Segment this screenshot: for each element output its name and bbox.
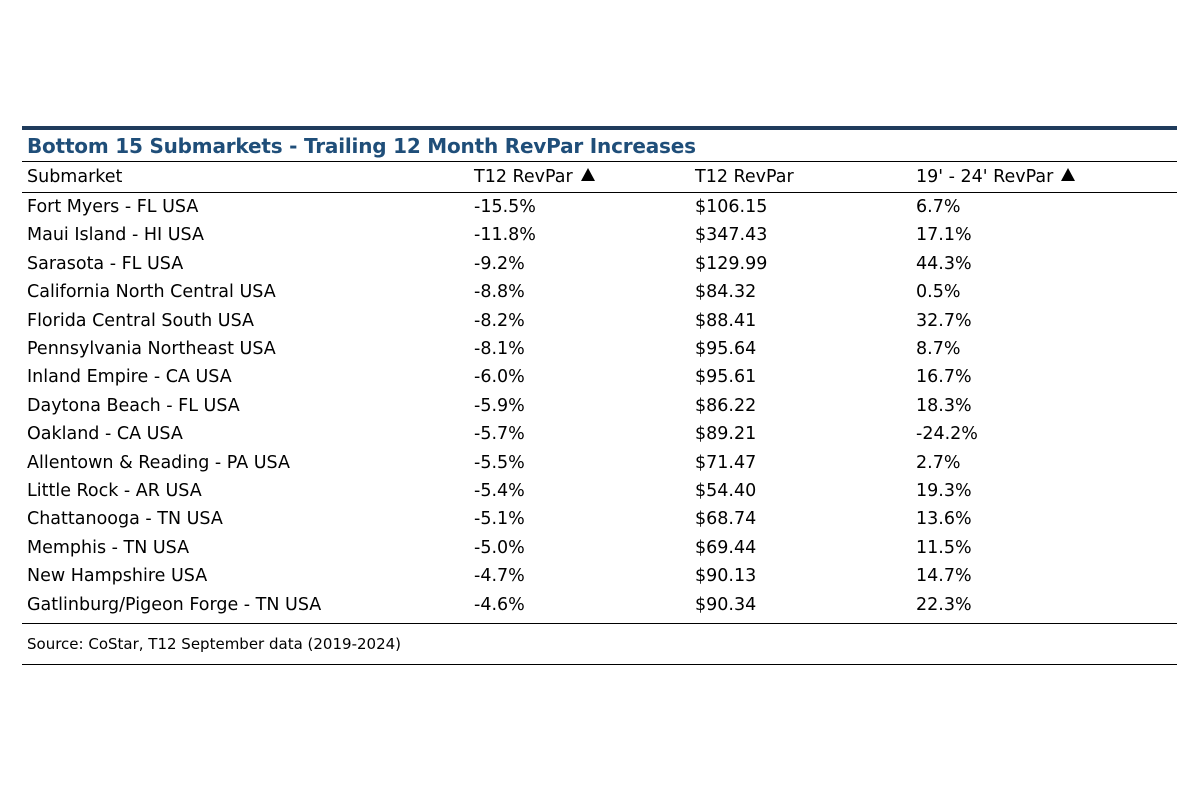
triangle-up-icon[interactable] bbox=[580, 168, 595, 181]
submarket-cell: Chattanooga - TN USA bbox=[27, 509, 223, 530]
submarket-cell: Pennsylvania Northeast USA bbox=[27, 339, 276, 360]
t12-revpar-change-cell: -6.0% bbox=[474, 367, 525, 388]
revpar-19-24-cell: 32.7% bbox=[916, 310, 972, 331]
t12-revpar-change-cell: -5.7% bbox=[474, 424, 525, 445]
table-row: Memphis - TN USA -5.0% $69.44 11.5% bbox=[22, 534, 1177, 562]
header-label: T12 RevPar bbox=[695, 167, 794, 187]
submarket-cell: Daytona Beach - FL USA bbox=[27, 395, 240, 416]
table-row: Maui Island - HI USA -11.8% $347.43 17.1% bbox=[22, 221, 1177, 249]
t12-revpar-cell: $69.44 bbox=[695, 537, 757, 558]
header-label: 19' - 24' RevPar bbox=[916, 167, 1054, 187]
t12-revpar-change-cell: -15.5% bbox=[474, 197, 536, 217]
table-row: Pennsylvania Northeast USA -8.1% $95.64 8.7… bbox=[22, 335, 1177, 363]
table-title: Bottom 15 Submarkets - Trailing 12 Month… bbox=[22, 130, 1177, 162]
t12-revpar-change-cell: -8.8% bbox=[474, 282, 525, 303]
t12-revpar-cell: $68.74 bbox=[695, 509, 757, 530]
t12-revpar-cell: $129.99 bbox=[695, 253, 768, 274]
header-t12-revpar: T12 RevPar bbox=[695, 162, 916, 193]
table-row: Allentown & Reading - PA USA -5.5% $71.47 2… bbox=[22, 449, 1177, 477]
t12-revpar-cell: $86.22 bbox=[695, 395, 757, 416]
t12-revpar-change-cell: -8.2% bbox=[474, 310, 525, 331]
table-row: Little Rock - AR USA -5.4% $54.40 19.3% bbox=[22, 477, 1177, 505]
revpar-19-24-cell: 11.5% bbox=[916, 537, 972, 558]
revpar-19-24-cell: -24.2% bbox=[916, 424, 978, 445]
t12-revpar-change-cell: -5.4% bbox=[474, 481, 525, 502]
table-bottom-rule bbox=[22, 623, 1177, 625]
revpar-table-panel: Bottom 15 Submarkets - Trailing 12 Month… bbox=[22, 126, 1177, 666]
header-row: Submarket T12 RevPar T12 RevPar 19' - 24' R… bbox=[22, 162, 1177, 193]
submarket-cell: New Hampshire USA bbox=[27, 566, 208, 587]
revpar-19-24-cell: 22.3% bbox=[916, 594, 972, 615]
submarket-cell: Oakland - CA USA bbox=[27, 424, 183, 445]
t12-revpar-change-cell: -9.2% bbox=[474, 253, 525, 274]
submarket-cell: Florida Central South USA bbox=[27, 310, 255, 331]
t12-revpar-cell: $84.32 bbox=[695, 282, 757, 303]
revpar-table: Submarket T12 RevPar T12 RevPar 19' - 24' R… bbox=[22, 162, 1177, 619]
revpar-19-24-cell: 0.5% bbox=[916, 282, 961, 303]
submarket-cell: Memphis - TN USA bbox=[27, 537, 190, 558]
revpar-19-24-cell: 19.3% bbox=[916, 481, 972, 502]
t12-revpar-change-cell: -11.8% bbox=[474, 225, 536, 246]
t12-revpar-cell: $347.43 bbox=[695, 225, 768, 246]
t12-revpar-cell: $90.13 bbox=[695, 566, 757, 587]
revpar-19-24-cell: 2.7% bbox=[916, 452, 961, 473]
table-row: Sarasota - FL USA -9.2% $129.99 44.3% bbox=[22, 250, 1177, 278]
top-rule bbox=[22, 126, 1177, 130]
t12-revpar-change-cell: -5.9% bbox=[474, 395, 525, 416]
revpar-19-24-cell: 8.7% bbox=[916, 339, 961, 360]
t12-revpar-cell: $89.21 bbox=[695, 424, 757, 445]
table-row: New Hampshire USA -4.7% $90.13 14.7% bbox=[22, 562, 1177, 590]
revpar-19-24-cell: 17.1% bbox=[916, 225, 972, 246]
submarket-cell: Allentown & Reading - PA USA bbox=[27, 452, 290, 473]
submarket-cell: California North Central USA bbox=[27, 282, 276, 303]
submarket-cell: Maui Island - HI USA bbox=[27, 225, 204, 246]
t12-revpar-cell: $90.34 bbox=[695, 594, 757, 615]
triangle-up-icon[interactable] bbox=[1061, 168, 1076, 181]
t12-revpar-cell: $54.40 bbox=[695, 481, 757, 502]
t12-revpar-change-cell: -4.6% bbox=[474, 594, 525, 615]
header-label: Submarket bbox=[27, 167, 123, 187]
submarket-cell: Little Rock - AR USA bbox=[27, 481, 202, 502]
t12-revpar-change-cell: -5.5% bbox=[474, 452, 525, 473]
header-submarket: Submarket bbox=[22, 162, 474, 193]
t12-revpar-cell: $88.41 bbox=[695, 310, 757, 331]
revpar-19-24-cell: 6.7% bbox=[916, 197, 961, 217]
t12-revpar-change-cell: -8.1% bbox=[474, 339, 525, 360]
table-row: Chattanooga - TN USA -5.1% $68.74 13.6% bbox=[22, 505, 1177, 533]
t12-revpar-cell: $95.61 bbox=[695, 367, 757, 388]
revpar-19-24-cell: 18.3% bbox=[916, 395, 972, 416]
t12-revpar-change-cell: -5.0% bbox=[474, 537, 525, 558]
revpar-19-24-cell: 14.7% bbox=[916, 566, 972, 587]
revpar-19-24-cell: 16.7% bbox=[916, 367, 972, 388]
t12-revpar-change-cell: -4.7% bbox=[474, 566, 525, 587]
t12-revpar-cell: $71.47 bbox=[695, 452, 757, 473]
table-row: Oakland - CA USA -5.7% $89.21 -24.2% bbox=[22, 420, 1177, 448]
table-row: Fort Myers - FL USA -15.5% $106.15 6.7% bbox=[22, 193, 1177, 222]
table-row: Inland Empire - CA USA -6.0% $95.61 16.7% bbox=[22, 363, 1177, 391]
t12-revpar-change-cell: -5.1% bbox=[474, 509, 525, 530]
table-body: Fort Myers - FL USA -15.5% $106.15 6.7% Maui… bbox=[22, 193, 1177, 620]
table-row: Daytona Beach - FL USA -5.9% $86.22 18.3% bbox=[22, 392, 1177, 420]
header-revpar-19-24[interactable]: 19' - 24' RevPar bbox=[916, 162, 1177, 193]
revpar-19-24-cell: 13.6% bbox=[916, 509, 972, 530]
header-label: T12 RevPar bbox=[474, 167, 573, 187]
revpar-19-24-cell: 44.3% bbox=[916, 253, 972, 274]
t12-revpar-cell: $95.64 bbox=[695, 339, 757, 360]
submarket-cell: Gatlinburg/Pigeon Forge - TN USA bbox=[27, 594, 322, 615]
table-row: California North Central USA -8.8% $84.32 0… bbox=[22, 278, 1177, 306]
header-t12-revpar-change[interactable]: T12 RevPar bbox=[474, 162, 695, 193]
t12-revpar-cell: $106.15 bbox=[695, 197, 768, 217]
table-row: Florida Central South USA -8.2% $88.41 32.7… bbox=[22, 307, 1177, 335]
table-row: Gatlinburg/Pigeon Forge - TN USA -4.6% $90… bbox=[22, 591, 1177, 619]
submarket-cell: Sarasota - FL USA bbox=[27, 253, 184, 274]
source-note: Source: CoStar, T12 September data (2019… bbox=[22, 624, 1177, 666]
submarket-cell: Fort Myers - FL USA bbox=[27, 197, 199, 217]
submarket-cell: Inland Empire - CA USA bbox=[27, 367, 232, 388]
